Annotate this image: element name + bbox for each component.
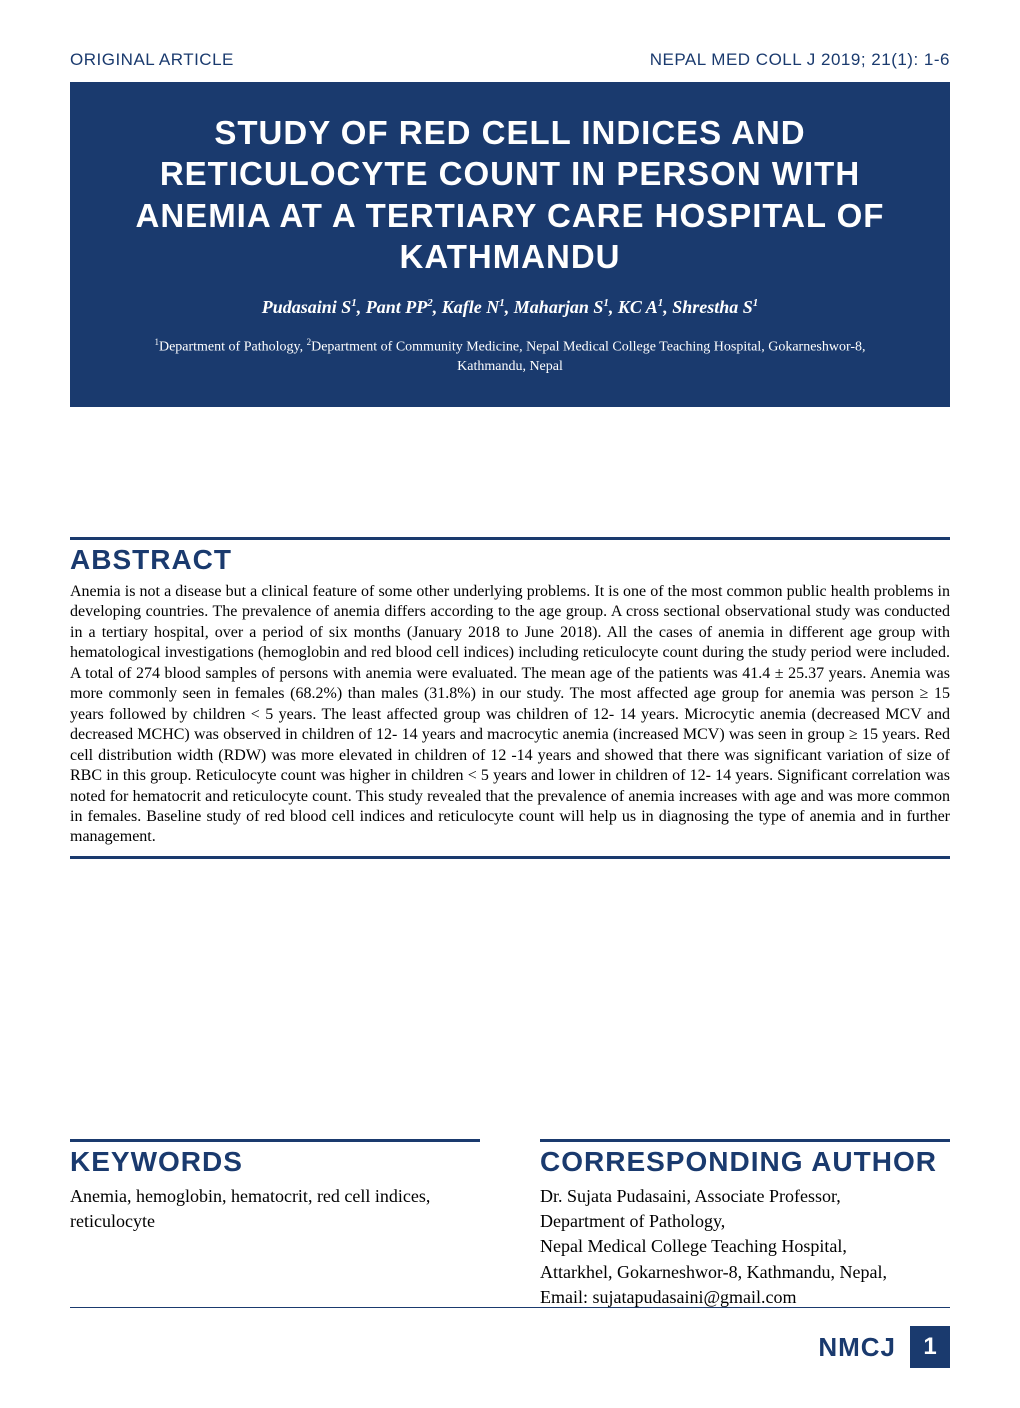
abstract-text: Anemia is not a disease but a clinical f…	[70, 582, 950, 859]
page-container: Original Article Nepal Med Coll J 2019; …	[0, 0, 1020, 1408]
ca-line: Attarkhel, Gokarneshwor-8, Kathmandu, Ne…	[540, 1260, 950, 1285]
corresponding-author-text: Dr. Sujata Pudasaini, Associate Professo…	[540, 1184, 950, 1310]
page-number: 1	[910, 1326, 950, 1368]
affiliation: 1Department of Pathology, 2Department of…	[120, 336, 900, 377]
ca-line: Dr. Sujata Pudasaini, Associate Professo…	[540, 1184, 950, 1209]
keywords-section: Keywords Anemia, hemoglobin, hematocrit,…	[70, 1139, 480, 1310]
abstract-heading: Abstract	[70, 537, 950, 576]
corresponding-heading: Corresponding author	[540, 1139, 950, 1178]
abstract-section: Abstract Anemia is not a disease but a c…	[70, 537, 950, 859]
corresponding-author-section: Corresponding author Dr. Sujata Pudasain…	[540, 1139, 950, 1310]
ca-line: Department of Pathology,	[540, 1209, 950, 1234]
bottom-columns: Keywords Anemia, hemoglobin, hematocrit,…	[70, 1139, 950, 1310]
page-footer: NMCJ 1	[70, 1307, 950, 1368]
article-type: Original Article	[70, 50, 234, 70]
header-citation: Nepal Med Coll J 2019; 21(1): 1-6	[650, 50, 950, 70]
ca-line: Nepal Medical College Teaching Hospital,	[540, 1234, 950, 1259]
keywords-text: Anemia, hemoglobin, hematocrit, red cell…	[70, 1184, 480, 1234]
author-list: Pudasaini S1, Pant PP2, Kafle N1, Maharj…	[120, 297, 900, 318]
title-box: Study of red cell indices and reticulocy…	[70, 82, 950, 407]
keywords-heading: Keywords	[70, 1139, 480, 1178]
article-title: Study of red cell indices and reticulocy…	[120, 112, 900, 277]
running-header: Original Article Nepal Med Coll J 2019; …	[70, 50, 950, 70]
footer-journal-abbrev: NMCJ	[818, 1332, 896, 1363]
